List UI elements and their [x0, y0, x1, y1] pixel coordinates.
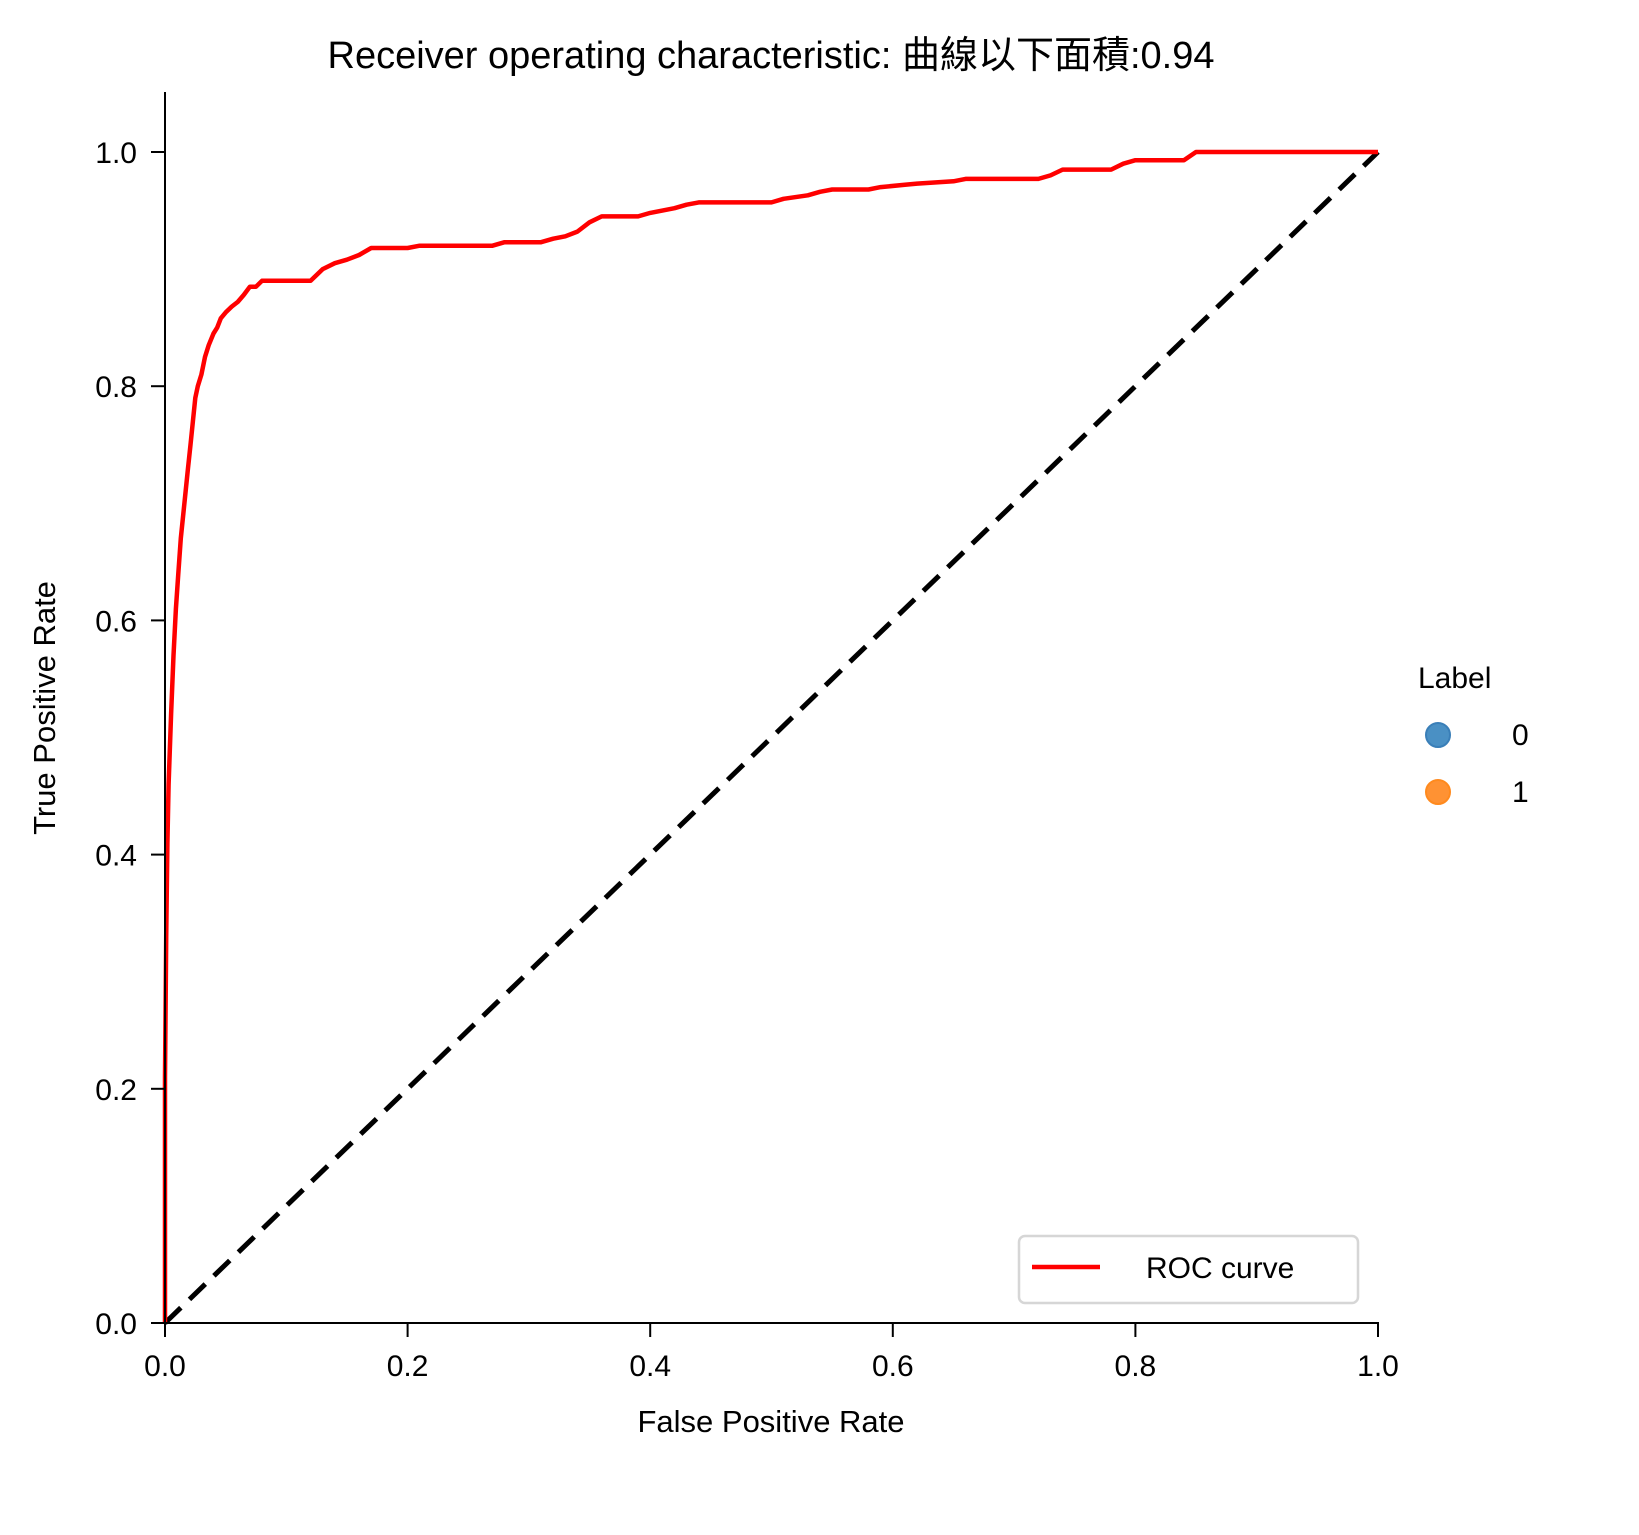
- x-tick-label: 0.4: [629, 1350, 671, 1383]
- label-0-text: 0: [1512, 719, 1529, 752]
- label-1-text: 1: [1512, 776, 1529, 809]
- label-0-marker-icon: [1425, 722, 1451, 748]
- label-legend-title: Label: [1418, 662, 1491, 695]
- y-tick-label: 0.2: [95, 1074, 137, 1107]
- label-1-marker-icon: [1425, 779, 1451, 805]
- roc-legend: ROC curve: [1017, 1234, 1360, 1305]
- x-tick-label: 0.0: [144, 1350, 186, 1383]
- x-tick-label: 1.0: [1357, 1350, 1399, 1383]
- y-tick-label: 0.4: [95, 840, 137, 873]
- label-legend: Label 0 1: [1418, 662, 1529, 809]
- plot-area: [162, 149, 1380, 1325]
- chart-title: Receiver operating characteristic: 曲線以下面…: [328, 35, 1215, 77]
- roc-curve-line: [162, 149, 1378, 1323]
- y-tick-label: 1.0: [95, 137, 137, 170]
- x-tick-label: 0.8: [1115, 1350, 1157, 1383]
- x-axis-label: False Positive Rate: [637, 1404, 904, 1439]
- x-tick-label: 0.2: [387, 1350, 429, 1383]
- roc-legend-frame: [1017, 1234, 1360, 1305]
- y-tick-label: 0.0: [95, 1308, 137, 1341]
- y-axis-label: True Positive Rate: [27, 581, 62, 835]
- y-tick-label: 0.6: [95, 605, 137, 638]
- y-tick-label: 0.8: [95, 371, 137, 404]
- x-axis-ticks: 0.0 0.2 0.4 0.6 0.8 1.0: [144, 1323, 1399, 1383]
- roc-legend-label: ROC curve: [1146, 1252, 1294, 1285]
- y-axis-ticks: 0.0 0.2 0.4 0.6 0.8 1.0: [95, 137, 165, 1341]
- chance-diagonal-line: [163, 150, 1380, 1325]
- x-tick-label: 0.6: [872, 1350, 914, 1383]
